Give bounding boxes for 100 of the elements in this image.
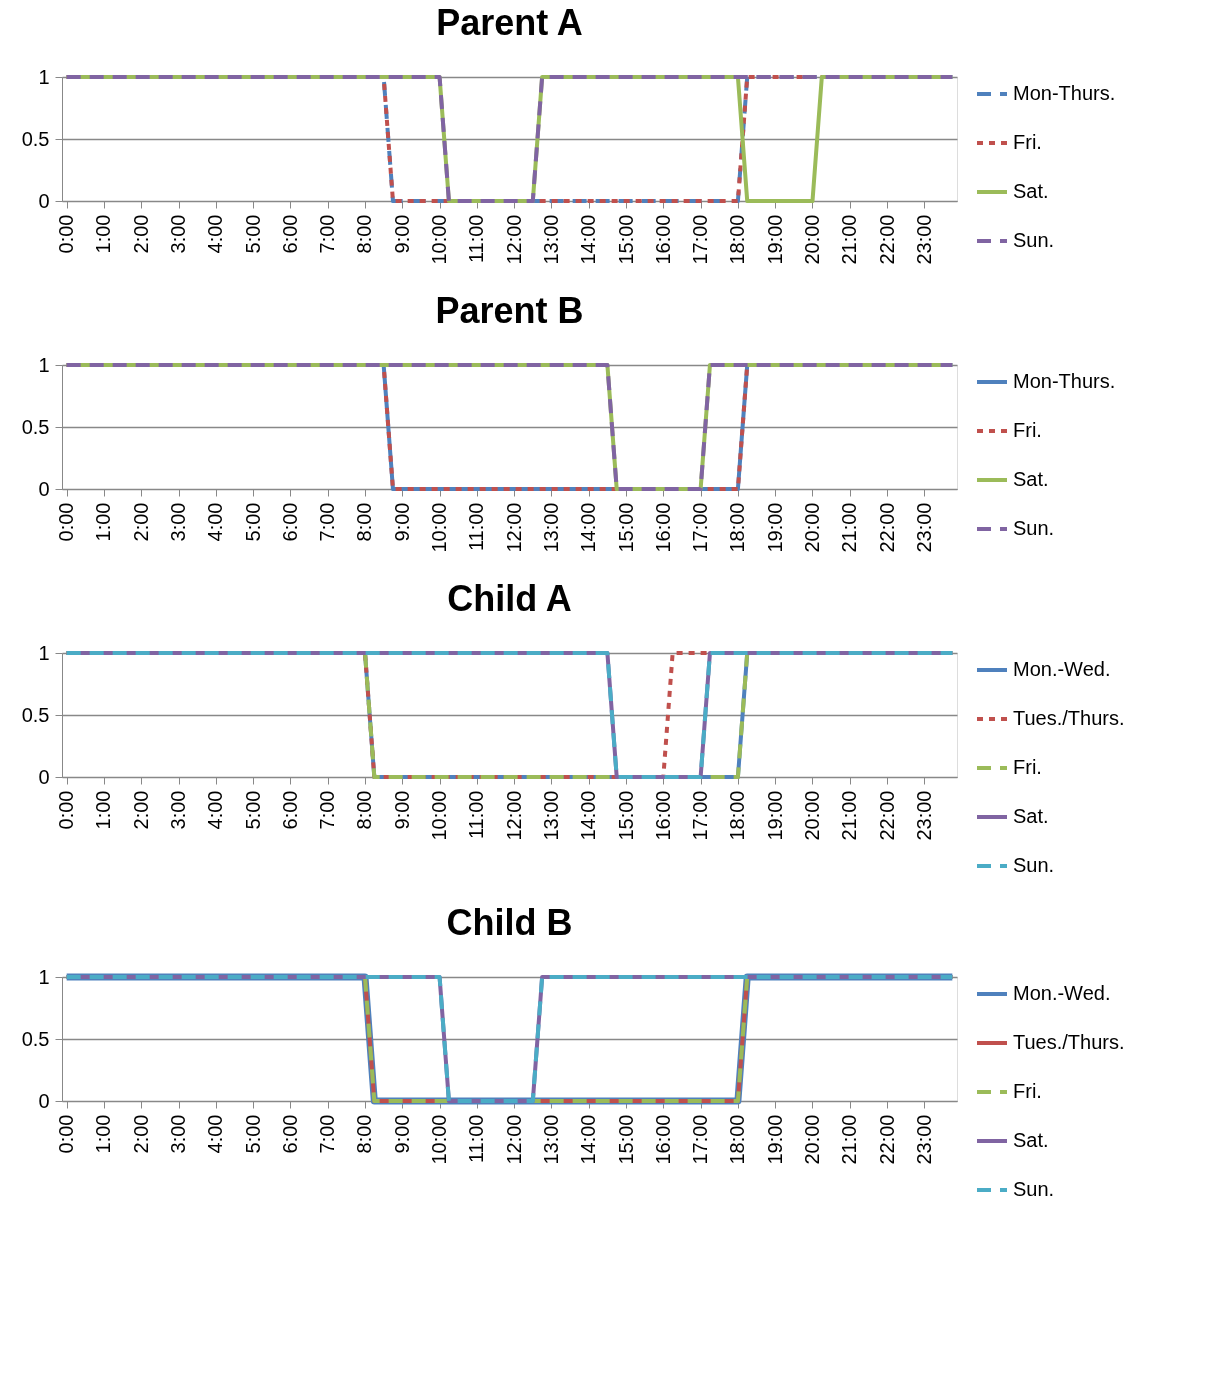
x-tick-label: 8:00: [353, 790, 376, 830]
legend-label: Fri.: [1013, 756, 1042, 778]
x-tick-label: 18:00: [726, 502, 749, 553]
legend-label: Fri.: [1013, 131, 1042, 153]
chart-title: Child A: [447, 578, 572, 619]
x-tick-label: 3:00: [167, 502, 190, 542]
legend-label: Sat.: [1013, 180, 1049, 202]
x-tick-label: 5:00: [241, 502, 264, 542]
x-tick-label: 13:00: [539, 1114, 562, 1165]
legend-label: Mon-Thurs.: [1013, 82, 1116, 104]
x-tick-label: 22:00: [875, 790, 898, 841]
x-tick-label: 0:00: [55, 1114, 78, 1154]
chart-title: Child B: [446, 902, 573, 943]
legend-label: Sun.: [1013, 1178, 1055, 1200]
y-tick-label: 0: [38, 477, 50, 500]
x-tick-label: 1:00: [92, 502, 115, 542]
x-tick-label: 4:00: [204, 790, 227, 830]
chart-title: Parent B: [435, 290, 584, 331]
x-tick-label: 5:00: [241, 790, 264, 830]
x-tick-label: 23:00: [912, 502, 935, 553]
x-tick-label: 10:00: [428, 502, 451, 553]
y-tick-label: 0: [38, 189, 50, 212]
x-tick-label: 23:00: [912, 1114, 935, 1165]
x-tick-label: 5:00: [241, 1114, 264, 1154]
x-tick-label: 11:00: [465, 502, 488, 552]
legend-label: Tues./Thurs.: [1013, 707, 1125, 729]
x-tick-label: 11:00: [465, 214, 488, 264]
x-tick-label: 4:00: [204, 214, 227, 254]
legend-label: Sat.: [1013, 1129, 1049, 1151]
x-tick-label: 11:00: [465, 790, 488, 840]
legend-label: Sun.: [1013, 854, 1055, 876]
x-tick-label: 10:00: [428, 790, 451, 841]
x-tick-label: 14:00: [577, 790, 600, 841]
x-tick-label: 14:00: [577, 214, 600, 265]
x-tick-label: 0:00: [55, 502, 78, 542]
legend-label: Mon-Thurs.: [1013, 370, 1116, 392]
legend-label: Fri.: [1013, 1080, 1042, 1102]
x-tick-label: 18:00: [726, 790, 749, 841]
x-tick-label: 15:00: [614, 1114, 637, 1165]
legend-label: Mon.-Wed.: [1013, 982, 1111, 1004]
x-tick-label: 6:00: [278, 214, 301, 254]
x-tick-label: 1:00: [92, 790, 115, 830]
y-tick-label: 0.5: [21, 127, 50, 150]
x-tick-label: 9:00: [390, 1114, 413, 1154]
x-tick-label: 7:00: [316, 1114, 339, 1154]
y-tick-label: 0.5: [21, 703, 50, 726]
x-tick-label: 13:00: [539, 214, 562, 265]
x-tick-label: 23:00: [912, 790, 935, 841]
legend-label: Tues./Thurs.: [1013, 1031, 1125, 1053]
legend-label: Fri.: [1013, 419, 1042, 441]
x-tick-label: 0:00: [55, 790, 78, 830]
x-tick-label: 17:00: [689, 502, 712, 553]
x-tick-label: 12:00: [502, 214, 525, 265]
legend-label: Mon.-Wed.: [1013, 658, 1111, 680]
y-tick-label: 1: [38, 965, 50, 988]
x-tick-label: 19:00: [763, 502, 786, 553]
x-tick-label: 14:00: [577, 1114, 600, 1165]
x-tick-label: 7:00: [316, 790, 339, 830]
y-tick-label: 1: [38, 65, 50, 88]
legend-label: Sat.: [1013, 468, 1049, 490]
x-tick-label: 20:00: [800, 214, 823, 265]
x-tick-label: 16:00: [651, 1114, 674, 1165]
x-tick-label: 13:00: [539, 502, 562, 553]
x-tick-label: 0:00: [55, 214, 78, 254]
x-tick-label: 3:00: [167, 790, 190, 830]
x-tick-label: 3:00: [167, 1114, 190, 1154]
x-tick-label: 8:00: [353, 502, 376, 542]
x-tick-label: 6:00: [278, 502, 301, 542]
x-tick-label: 11:00: [465, 1114, 488, 1164]
x-tick-label: 16:00: [651, 790, 674, 841]
x-tick-label: 6:00: [278, 790, 301, 830]
x-tick-label: 20:00: [800, 790, 823, 841]
x-tick-label: 4:00: [204, 502, 227, 542]
x-tick-label: 2:00: [129, 1114, 152, 1154]
y-tick-label: 1: [38, 641, 50, 664]
chart-title: Parent A: [436, 2, 583, 43]
x-tick-label: 12:00: [502, 790, 525, 841]
x-tick-label: 2:00: [129, 502, 152, 542]
x-tick-label: 10:00: [428, 214, 451, 265]
x-tick-label: 17:00: [689, 214, 712, 265]
y-tick-label: 0.5: [21, 415, 50, 438]
x-tick-label: 22:00: [875, 502, 898, 553]
x-tick-label: 22:00: [875, 214, 898, 265]
x-tick-label: 19:00: [763, 1114, 786, 1165]
y-tick-label: 0.5: [21, 1027, 50, 1050]
x-tick-label: 15:00: [614, 502, 637, 553]
x-tick-label: 12:00: [502, 502, 525, 553]
x-tick-label: 17:00: [689, 790, 712, 841]
x-tick-label: 21:00: [838, 1114, 861, 1165]
x-tick-label: 1:00: [92, 1114, 115, 1154]
x-tick-label: 9:00: [390, 790, 413, 830]
x-tick-label: 9:00: [390, 502, 413, 542]
x-tick-label: 14:00: [577, 502, 600, 553]
x-tick-label: 2:00: [129, 790, 152, 830]
x-tick-label: 8:00: [353, 1114, 376, 1154]
x-tick-label: 19:00: [763, 214, 786, 265]
x-tick-label: 1:00: [92, 214, 115, 254]
x-tick-label: 15:00: [614, 214, 637, 265]
x-tick-label: 20:00: [800, 502, 823, 553]
x-tick-label: 20:00: [800, 1114, 823, 1165]
